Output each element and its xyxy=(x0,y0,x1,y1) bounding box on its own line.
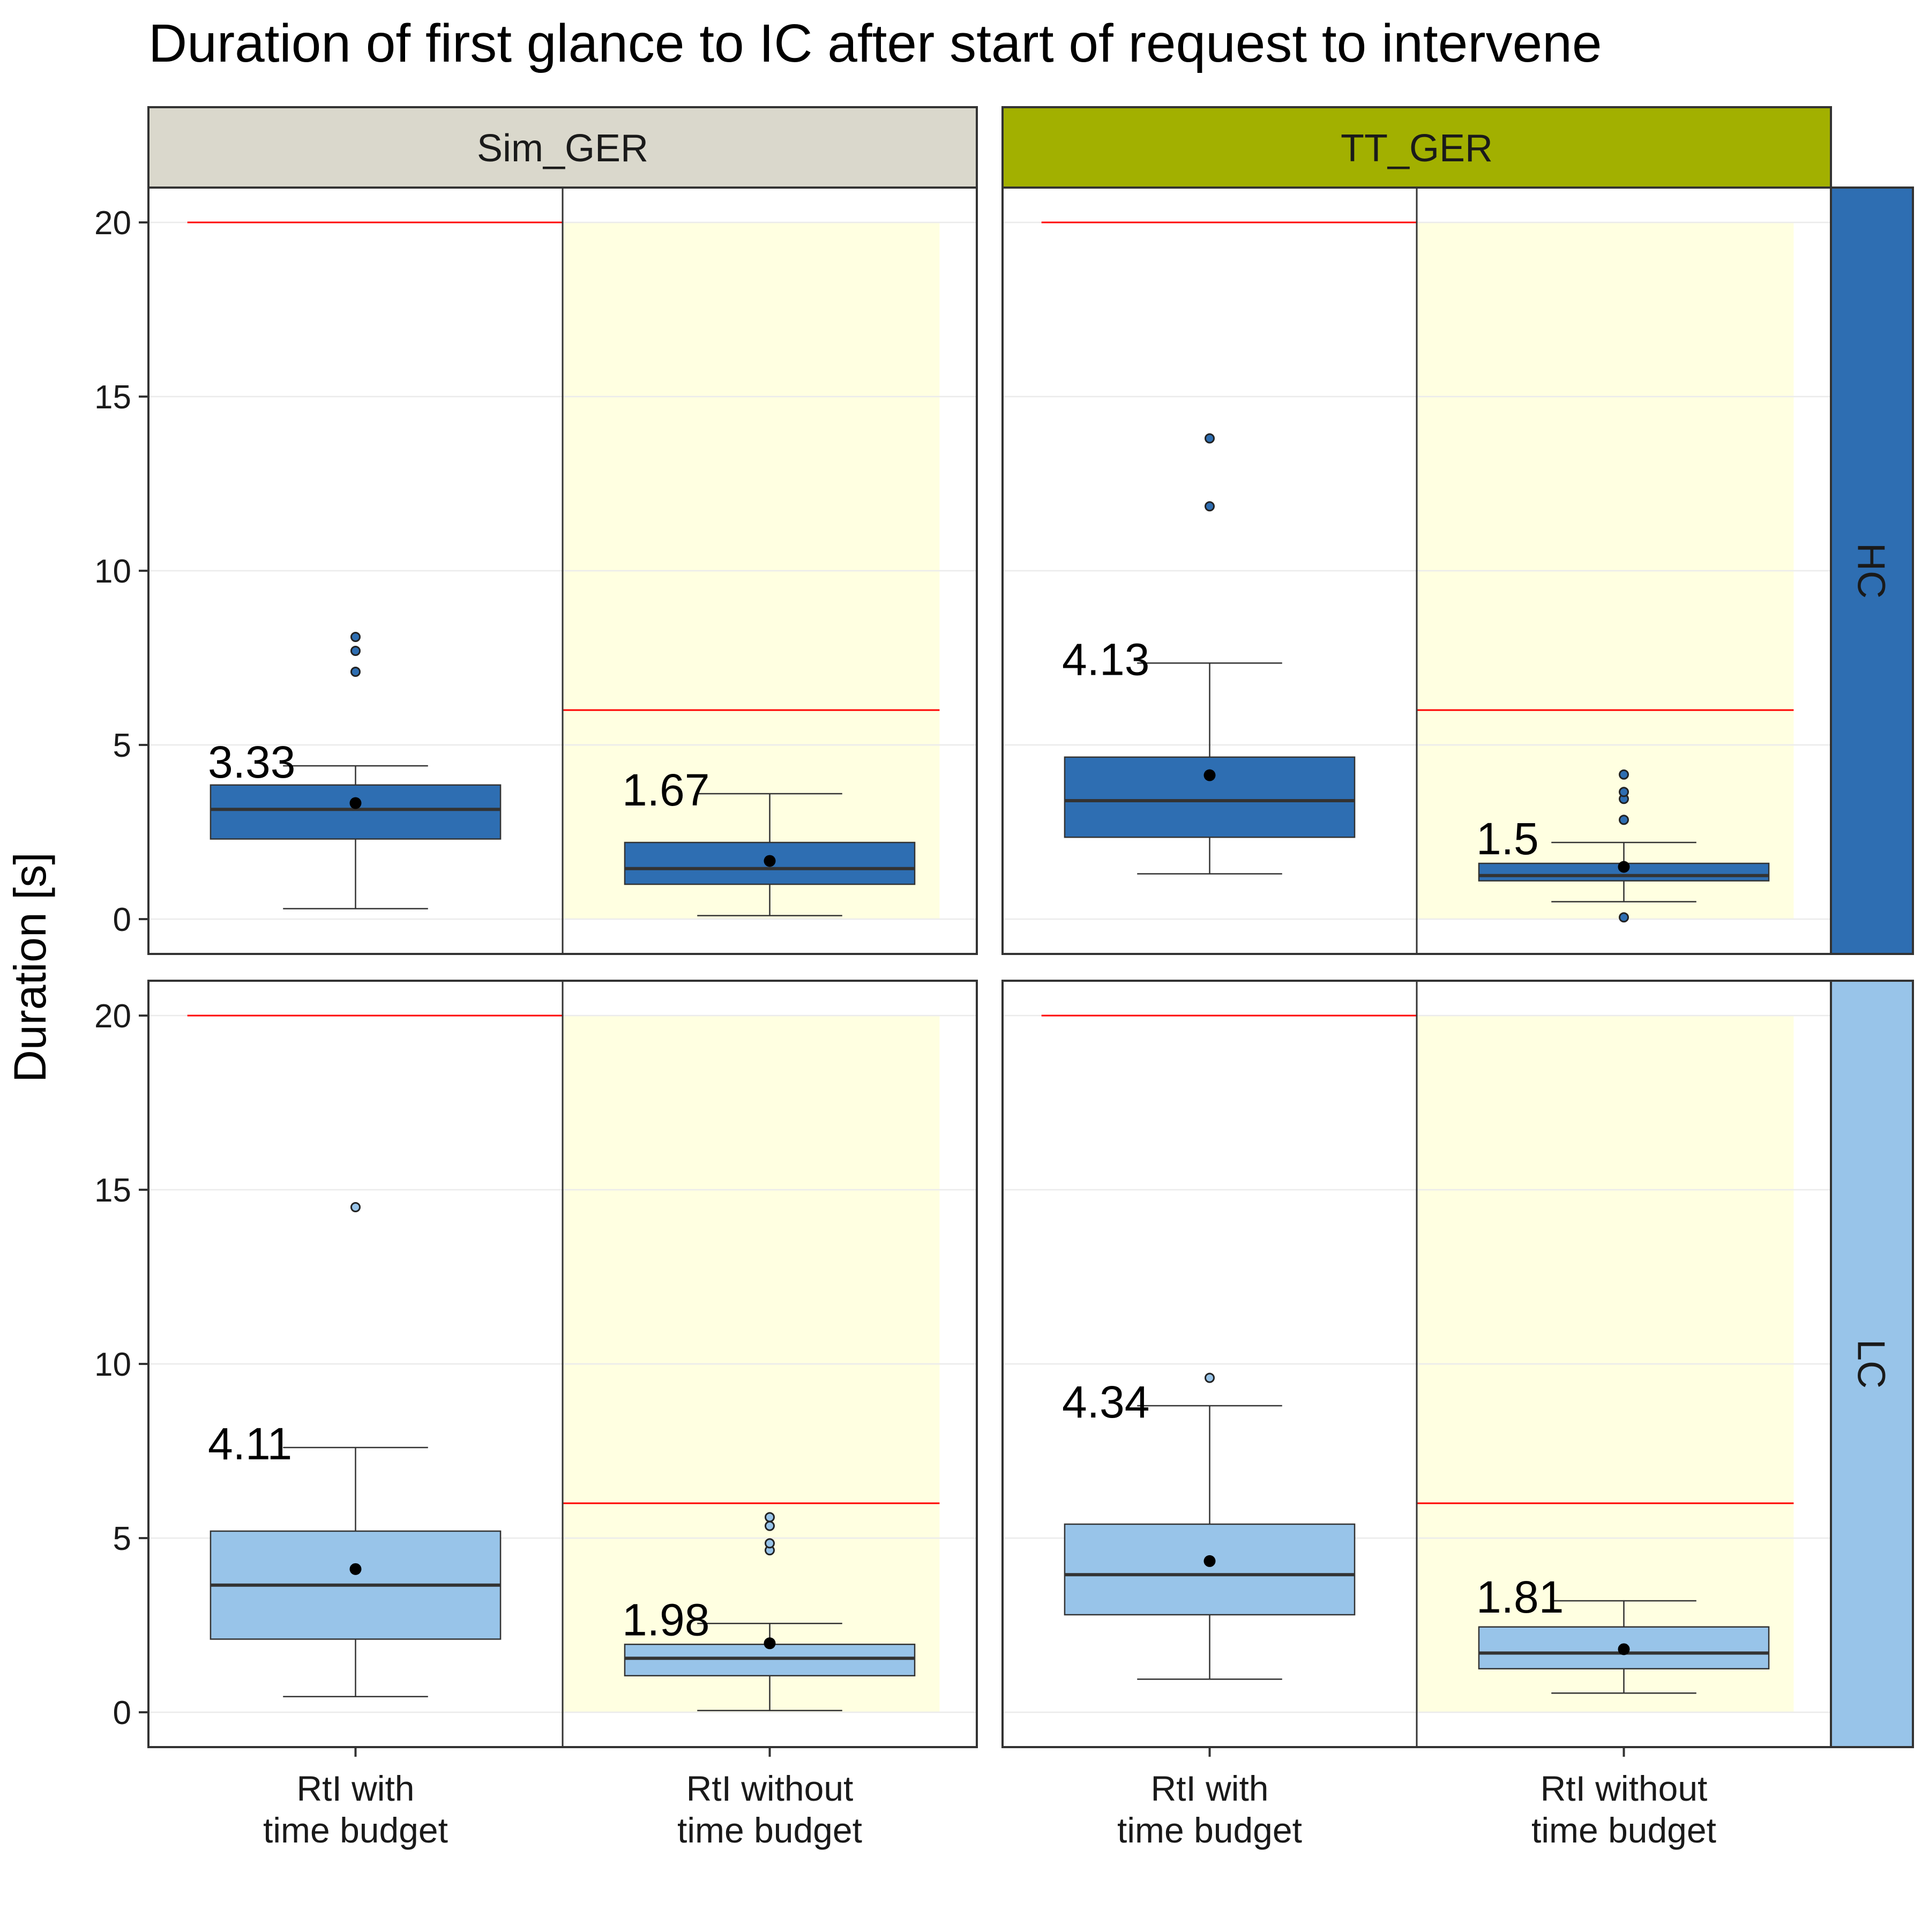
boxplot-without-time-budget: 1.5 xyxy=(1476,769,1770,923)
box xyxy=(210,784,502,840)
mean-point xyxy=(764,1637,776,1650)
mean-point xyxy=(764,855,776,867)
mean-point xyxy=(349,1563,362,1575)
outlier-point xyxy=(1619,815,1629,825)
outlier-point xyxy=(350,1202,361,1212)
facet-strip-label: Sim_GER xyxy=(477,127,648,170)
y-tick-label: 20 xyxy=(94,998,131,1035)
outlier-point xyxy=(1205,433,1215,444)
x-tick-label: RtI without xyxy=(1541,1769,1708,1808)
outlier-point xyxy=(1619,769,1629,780)
mean-label: 4.11 xyxy=(208,1419,292,1469)
mean-point xyxy=(1618,861,1630,873)
panel-border xyxy=(1001,187,1832,955)
mean-point xyxy=(1203,769,1216,781)
x-tick-label: time budget xyxy=(1531,1810,1716,1850)
x-tick-label: RtI without xyxy=(686,1769,854,1808)
y-tick-label: 0 xyxy=(113,1695,131,1732)
facet-strip-label: HC xyxy=(1850,543,1893,599)
panel-tt-ger-hc: 4.13 1.5 xyxy=(1001,187,1832,955)
boxplot-with-time-budget: 4.34 xyxy=(1062,1372,1356,1680)
mean-label: 1.81 xyxy=(1476,1572,1564,1622)
x-tick-label: RtI with xyxy=(296,1769,414,1808)
outlier-point xyxy=(765,1538,775,1549)
outlier-point xyxy=(1619,787,1629,797)
mean-label: 1.67 xyxy=(622,765,710,815)
facet-strip-hc xyxy=(1830,187,1914,955)
outlier-point xyxy=(1205,1372,1215,1383)
mean-label: 4.34 xyxy=(1062,1377,1150,1427)
outlier-point xyxy=(765,1512,775,1523)
facet-strip-label: TT_GER xyxy=(1341,127,1493,170)
boxplot-without-time-budget: 1.67 xyxy=(622,765,916,916)
y-tick-label: 10 xyxy=(94,1346,131,1383)
outlier-point xyxy=(350,667,361,677)
mean-point xyxy=(349,797,362,809)
y-tick-label: 10 xyxy=(94,553,131,590)
outlier-point xyxy=(1619,912,1629,923)
y-tick-label: 5 xyxy=(113,1520,131,1557)
mean-point xyxy=(1618,1643,1630,1655)
box xyxy=(1064,1523,1356,1616)
boxplot-with-time-budget: 4.11 xyxy=(208,1202,502,1697)
facet-strip-tt-ger xyxy=(1001,106,1832,189)
mean-label: 1.98 xyxy=(622,1594,710,1645)
y-tick-label: 15 xyxy=(94,379,131,416)
boxplot-without-time-budget: 1.98 xyxy=(622,1512,916,1711)
panel-sim-ger-hc: 3.33 1.67 xyxy=(147,187,978,955)
y-tick-label: 15 xyxy=(94,1172,131,1209)
mean-label: 1.5 xyxy=(1476,814,1539,864)
x-tick-label: RtI with xyxy=(1150,1769,1268,1808)
box xyxy=(1064,756,1356,838)
outlier-point xyxy=(1205,501,1215,512)
facet-strip-lc xyxy=(1830,980,1914,1748)
mean-label: 3.33 xyxy=(208,737,296,787)
y-tick-label: 20 xyxy=(94,205,131,242)
y-tick-label: 0 xyxy=(113,901,131,938)
boxplot-with-time-budget: 3.33 xyxy=(208,632,502,909)
x-tick-label: time budget xyxy=(677,1810,862,1850)
x-tick-label: time budget xyxy=(1117,1810,1302,1850)
outlier-point xyxy=(765,1520,775,1531)
boxplot-without-time-budget: 1.81 xyxy=(1476,1572,1770,1694)
outlier-point xyxy=(350,646,361,656)
facet-strip-label: LC xyxy=(1850,1339,1893,1389)
y-axis-label: Duration [s] xyxy=(5,852,55,1083)
x-tick-label: time budget xyxy=(263,1810,448,1850)
panel-tt-ger-lc: 4.34 1.81 xyxy=(1001,980,1832,1748)
panel-border xyxy=(1001,980,1832,1748)
facet-strip-sim-ger xyxy=(147,106,978,189)
boxplot-with-time-budget: 4.13 xyxy=(1062,433,1356,875)
mean-point xyxy=(1203,1555,1216,1567)
chart-title: Duration of first glance to IC after sta… xyxy=(148,13,1602,73)
mean-label: 4.13 xyxy=(1062,634,1150,684)
panel-sim-ger-lc: 4.11 1.98 xyxy=(147,980,978,1748)
y-tick-label: 5 xyxy=(113,727,131,764)
outlier-point xyxy=(350,632,361,642)
